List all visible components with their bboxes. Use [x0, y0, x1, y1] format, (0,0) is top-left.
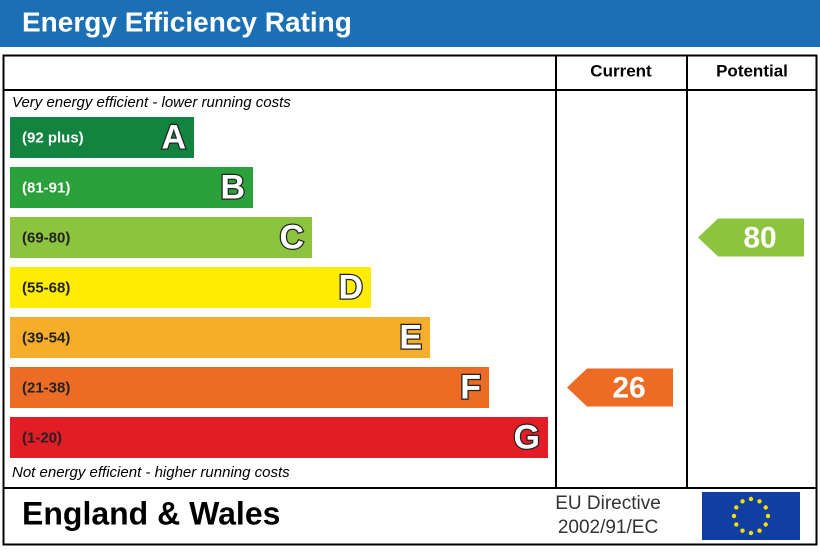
band-letter: E [399, 318, 422, 356]
directive: 2002/91/EC [558, 517, 658, 538]
rating-value: 26 [612, 371, 645, 404]
band-bar [10, 317, 430, 358]
frame [2, 54, 818, 546]
band-letter: D [338, 268, 363, 306]
bottom-note: Not energy efficient - higher running co… [12, 464, 290, 481]
flag-star [734, 505, 739, 510]
band-letter: G [514, 418, 540, 456]
title-bar [0, 0, 820, 47]
band-range: (92 plus) [22, 129, 84, 146]
rating-value: 80 [743, 221, 776, 254]
flag-star [757, 499, 762, 504]
band-letter: A [161, 118, 186, 156]
band-range: (81-91) [22, 179, 70, 196]
band-range: (21-38) [22, 379, 70, 396]
eu-flag [702, 492, 800, 540]
flag-star [740, 499, 745, 504]
region: England & Wales [22, 495, 280, 531]
band-bar [10, 167, 253, 208]
flag-star [748, 496, 754, 502]
band-range: (69-80) [22, 229, 70, 246]
rating-arrow [567, 368, 673, 407]
top-note: Very energy efficient - lower running co… [12, 94, 291, 111]
directive: EU Directive [555, 493, 661, 514]
flag-star [731, 513, 737, 519]
flag-star [765, 513, 771, 519]
header: Current [590, 61, 652, 80]
band-bar [10, 417, 548, 458]
flag-star [734, 522, 739, 527]
rating-arrow [698, 218, 804, 257]
title: Energy Efficiency Rating [22, 6, 352, 37]
band-letter: C [279, 218, 304, 256]
band-range: (55-68) [22, 279, 70, 296]
band-bar [10, 217, 312, 258]
band-letter: B [220, 168, 245, 206]
band-range: (39-54) [22, 329, 70, 346]
flag-star [757, 528, 762, 533]
flag-star [763, 522, 768, 527]
flag-star [748, 530, 754, 536]
band-bar [10, 267, 371, 308]
header: Potential [716, 61, 788, 80]
band-range: (1-20) [22, 429, 62, 446]
band-bar [10, 117, 194, 158]
band-letter: F [460, 368, 481, 406]
band-bar [10, 367, 489, 408]
flag-star [740, 528, 745, 533]
flag-star [763, 505, 768, 510]
